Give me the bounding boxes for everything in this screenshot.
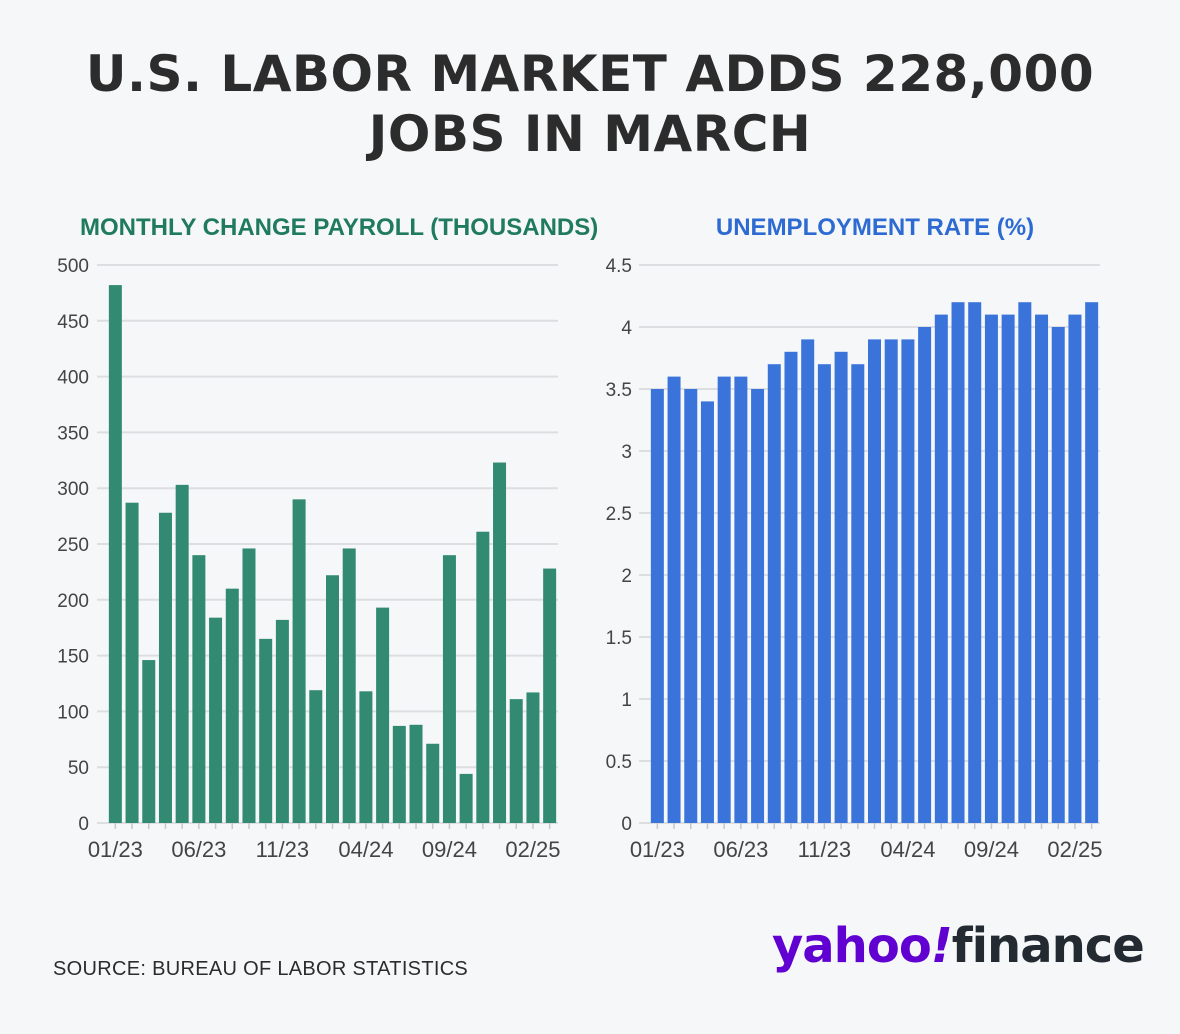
unemployment-bar-05-23 xyxy=(717,376,731,823)
payroll-bar-06-24 xyxy=(392,725,406,823)
unemployment-y-tick-label: 0.5 xyxy=(606,752,632,773)
logo-bang-text: ! xyxy=(930,918,953,974)
unemployment-y-tick-label: 1.5 xyxy=(606,628,632,649)
unemployment-y-tick-label: 4 xyxy=(621,318,632,339)
unemployment-bar-06-23 xyxy=(734,376,748,823)
unemployment-bar-07-23 xyxy=(751,389,765,823)
unemployment-x-tick-label: 11/23 xyxy=(798,837,851,862)
payroll-bar-11-24 xyxy=(476,531,490,823)
payroll-bar-05-24 xyxy=(376,607,390,823)
payroll-x-tick-label: 01/23 xyxy=(88,837,143,862)
unemployment-bar-08-23 xyxy=(767,364,781,823)
payroll-bar-04-23 xyxy=(158,512,172,823)
unemployment-y-tick-label: 0 xyxy=(621,814,632,835)
unemployment-x-tick-label: 09/24 xyxy=(964,837,1019,862)
unemployment-y-tick-label: 2 xyxy=(621,566,632,587)
unemployment-bar-02-23 xyxy=(667,376,681,823)
payroll-bar-07-23 xyxy=(209,617,223,823)
payroll-y-tick-label: 150 xyxy=(57,647,89,668)
unemployment-bar-02-24 xyxy=(868,339,881,823)
payroll-bar-03-24 xyxy=(342,548,356,823)
unemployment-bar-11-23 xyxy=(817,364,831,823)
payroll-chart-title: MONTHLY CHANGE PAYROLL (THOUSANDS) xyxy=(80,214,599,241)
unemployment-bar-09-23 xyxy=(784,351,798,823)
payroll-bar-02-23 xyxy=(125,502,139,823)
unemployment-y-tick-label: 2.5 xyxy=(606,504,632,525)
headline-line-1: U.S. LABOR MARKET ADDS 228,000 xyxy=(85,45,1095,103)
unemployment-bar-10-24 xyxy=(1001,314,1015,823)
payroll-bar-12-23 xyxy=(292,499,306,823)
logo-finance-text: finance xyxy=(951,918,1145,974)
unemployment-bar-01-25 xyxy=(1051,327,1065,823)
payroll-bar-01-23 xyxy=(108,285,122,823)
unemployment-bar-05-24 xyxy=(918,327,932,823)
payroll-bar-12-24 xyxy=(493,462,507,823)
unemployment-x-tick-label: 04/24 xyxy=(880,837,935,862)
payroll-y-tick-label: 350 xyxy=(57,423,89,444)
unemployment-bar-11-24 xyxy=(1018,302,1032,823)
unemployment-bar-07-24 xyxy=(951,302,965,823)
unemployment-bar-02-25 xyxy=(1068,314,1082,823)
unemployment-bar-03-23 xyxy=(684,389,698,823)
unemployment-y-tick-label: 3 xyxy=(621,442,632,463)
payroll-y-tick-label: 50 xyxy=(68,758,89,779)
payroll-x-tick-label: 09/24 xyxy=(422,837,477,862)
unemployment-bar-06-24 xyxy=(934,314,948,823)
unemployment-x-tick-label: 01/23 xyxy=(630,837,685,862)
unemployment-bar-03-24 xyxy=(884,339,898,823)
unemployment-bar-04-23 xyxy=(700,401,714,823)
payroll-bar-03-25 xyxy=(543,568,557,823)
payroll-bar-08-24 xyxy=(426,743,440,823)
unemployment-chart-title: UNEMPLOYMENT RATE (%) xyxy=(715,214,1035,241)
headline: U.S. LABOR MARKET ADDS 228,000 JOBS IN M… xyxy=(0,44,1180,164)
unemployment-bar-12-24 xyxy=(1035,314,1049,823)
source-note: SOURCE: BUREAU OF LABOR STATISTICS xyxy=(53,958,469,980)
logo-yahoo-text: yahoo xyxy=(772,918,932,974)
payroll-bar-06-23 xyxy=(192,555,206,823)
payroll-x-tick-label: 04/24 xyxy=(338,837,393,862)
unemployment-bar-12-23 xyxy=(834,351,848,823)
unemployment-bar-04-24 xyxy=(901,339,915,823)
unemployment-y-tick-label: 4.5 xyxy=(606,256,632,277)
payroll-bar-08-23 xyxy=(225,588,239,823)
payroll-y-tick-label: 450 xyxy=(57,312,89,333)
unemployment-y-tick-label: 3.5 xyxy=(606,380,632,401)
payroll-x-tick-label: 02/25 xyxy=(505,837,560,862)
yahoo-finance-logo: yahoo!finance xyxy=(772,918,1145,974)
payroll-bar-04-24 xyxy=(359,691,373,823)
unemployment-x-tick-label: 02/25 xyxy=(1047,837,1102,862)
payroll-x-tick-label: 06/23 xyxy=(171,837,226,862)
payroll-bar-02-25 xyxy=(526,692,540,823)
payroll-bar-01-24 xyxy=(309,690,323,823)
unemployment-bar-10-23 xyxy=(801,339,815,823)
payroll-y-tick-label: 100 xyxy=(57,702,89,723)
payroll-x-tick-label: 11/23 xyxy=(256,837,309,862)
payroll-bar-07-24 xyxy=(409,724,423,823)
payroll-y-tick-label: 500 xyxy=(57,256,89,277)
headline-line-2: JOBS IN MARCH xyxy=(368,105,812,163)
payroll-y-tick-label: 400 xyxy=(57,368,89,389)
payroll-bar-10-24 xyxy=(459,773,473,823)
payroll-y-tick-label: 200 xyxy=(57,591,89,612)
unemployment-bar-01-24 xyxy=(851,364,865,823)
payroll-bar-11-23 xyxy=(275,619,289,823)
payroll-y-tick-label: 0 xyxy=(78,814,89,835)
unemployment-bar-01-23 xyxy=(650,389,664,823)
unemployment-bar-09-24 xyxy=(984,314,998,823)
payroll-bar-10-23 xyxy=(259,638,273,823)
unemployment-x-tick-label: 06/23 xyxy=(713,837,768,862)
payroll-bar-02-24 xyxy=(326,575,339,823)
payroll-bar-01-25 xyxy=(509,699,523,823)
unemployment-bar-08-24 xyxy=(968,302,982,823)
unemployment-bar-03-25 xyxy=(1085,302,1099,823)
payroll-bar-03-23 xyxy=(142,660,156,823)
payroll-y-tick-label: 250 xyxy=(57,535,89,556)
unemployment-y-tick-label: 1 xyxy=(621,690,632,711)
payroll-bar-09-24 xyxy=(442,555,456,823)
payroll-bar-05-23 xyxy=(175,484,189,823)
payroll-bar-09-23 xyxy=(242,548,256,823)
payroll-y-tick-label: 300 xyxy=(57,479,89,500)
